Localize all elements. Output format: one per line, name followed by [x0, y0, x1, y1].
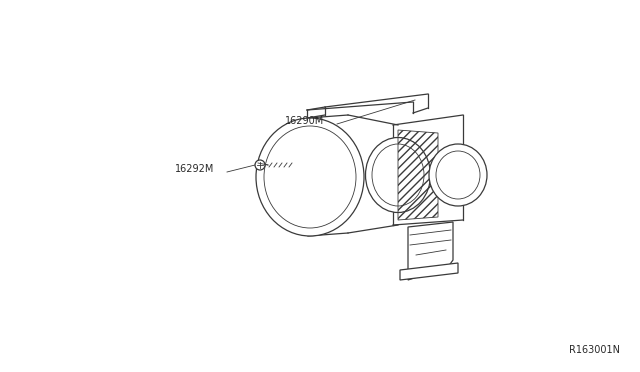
Circle shape	[255, 160, 265, 170]
Ellipse shape	[436, 151, 480, 199]
Text: 16292M: 16292M	[175, 164, 214, 174]
Ellipse shape	[256, 118, 364, 236]
Ellipse shape	[264, 126, 356, 228]
Polygon shape	[408, 222, 453, 280]
Ellipse shape	[429, 144, 487, 206]
Text: 16290M: 16290M	[285, 116, 324, 126]
Text: R163001N: R163001N	[569, 345, 620, 355]
Polygon shape	[400, 263, 458, 280]
Ellipse shape	[372, 144, 424, 206]
Ellipse shape	[365, 138, 431, 212]
